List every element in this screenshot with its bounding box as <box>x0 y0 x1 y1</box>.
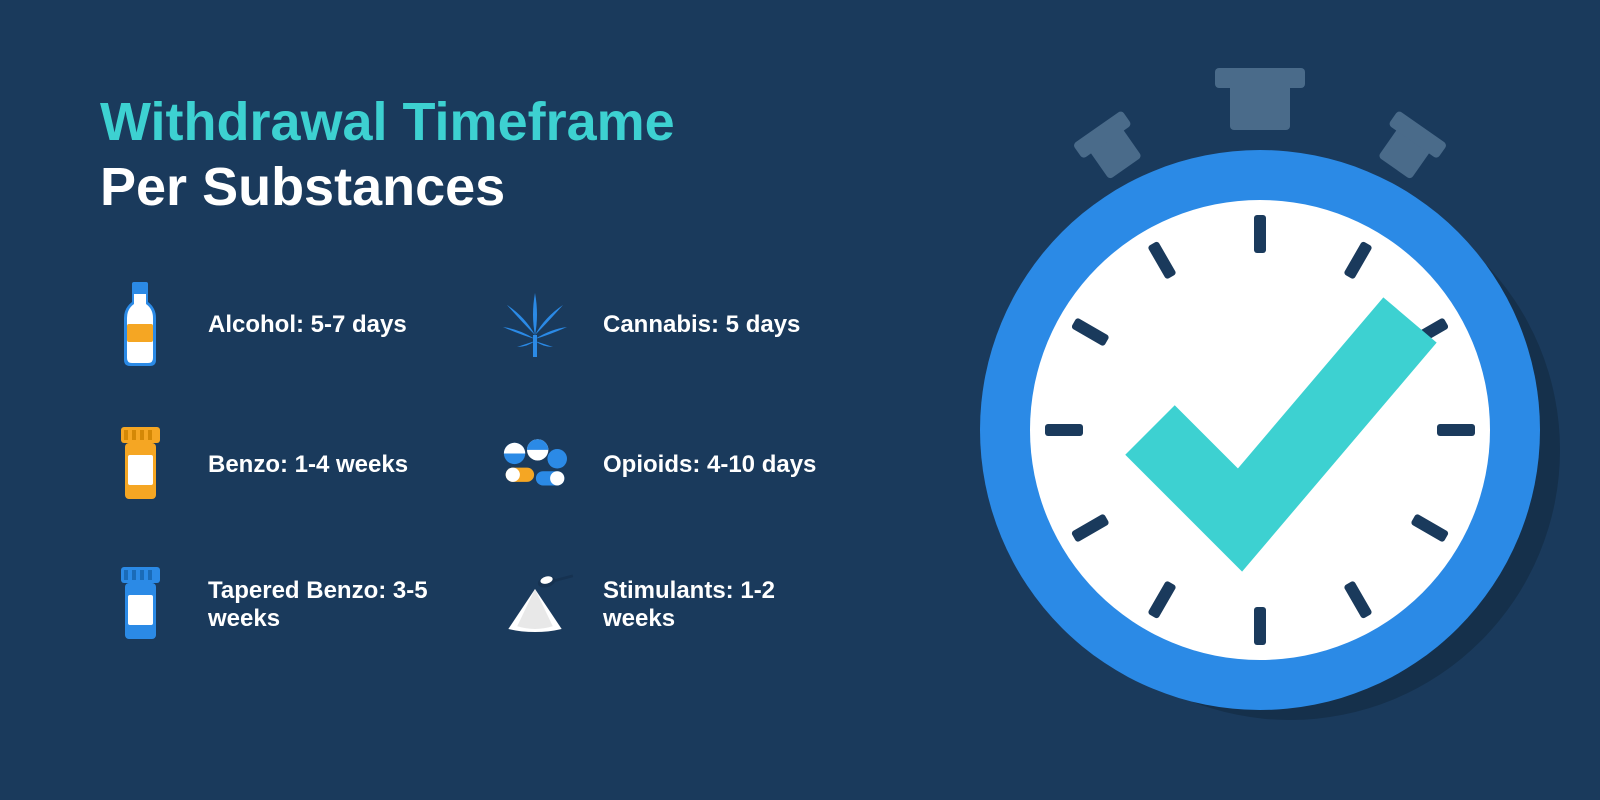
leaf-icon <box>495 280 575 370</box>
stopwatch-icon <box>940 60 1560 740</box>
pill-bottle-blue-icon <box>100 560 180 650</box>
item-cannabis: Cannabis: 5 days <box>495 280 850 370</box>
title-line-2: Per Substances <box>100 157 505 217</box>
powder-icon <box>495 560 575 650</box>
main-title: Withdrawal Timeframe Per Substances <box>100 90 850 220</box>
bottle-icon <box>100 280 180 370</box>
title-line-1: Withdrawal Timeframe <box>100 92 675 152</box>
pill-bottle-orange-icon <box>100 420 180 510</box>
item-tapered-benzo: Tapered Benzo: 3-5 weeks <box>100 560 455 650</box>
item-alcohol: Alcohol: 5-7 days <box>100 280 455 370</box>
item-opioids-label: Opioids: 4-10 days <box>603 451 816 479</box>
item-alcohol-label: Alcohol: 5-7 days <box>208 311 407 339</box>
pills-icon <box>495 420 575 510</box>
content-area: Withdrawal Timeframe Per Substances Alco… <box>0 0 950 740</box>
item-cannabis-label: Cannabis: 5 days <box>603 311 800 339</box>
item-tapered-benzo-label: Tapered Benzo: 3-5 weeks <box>208 577 455 633</box>
item-benzo-label: Benzo: 1-4 weeks <box>208 451 408 479</box>
item-benzo: Benzo: 1-4 weeks <box>100 420 455 510</box>
substance-grid: Alcohol: 5-7 days Cannabis: 5 days <box>100 280 850 650</box>
item-opioids: Opioids: 4-10 days <box>495 420 850 510</box>
item-stimulants-label: Stimulants: 1-2 weeks <box>603 577 850 633</box>
item-stimulants: Stimulants: 1-2 weeks <box>495 560 850 650</box>
